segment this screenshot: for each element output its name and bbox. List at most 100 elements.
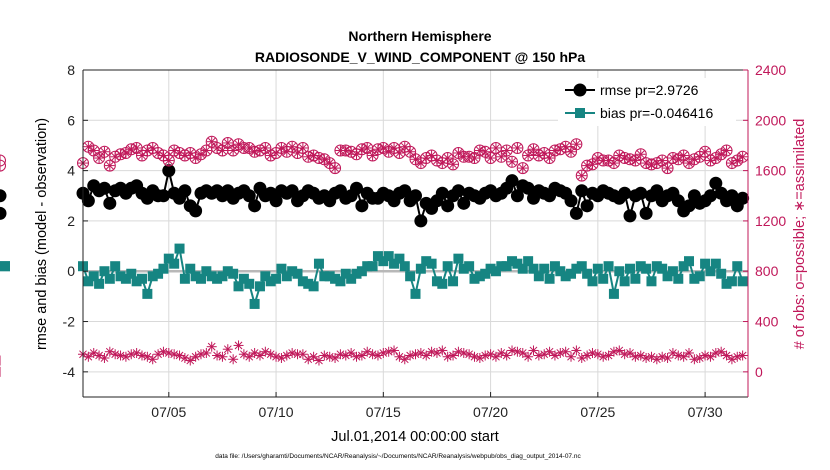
- obs-spoke: [400, 142, 409, 151]
- possible-obs-point: [130, 141, 143, 154]
- rmse-point: [355, 199, 369, 213]
- obs-spoke: [577, 171, 586, 180]
- obs-circle: [511, 141, 524, 154]
- y-right-tick-label: 1200: [755, 213, 786, 229]
- bias-point: [394, 253, 405, 264]
- bias-point: [603, 261, 614, 272]
- rmse-point: [510, 189, 524, 203]
- obs-spoke: [266, 350, 275, 359]
- chart-title: Northern Hemisphere: [348, 28, 491, 44]
- obs-spoke: [636, 351, 645, 360]
- assimilated-obs-point: [233, 340, 244, 351]
- obs-spoke: [545, 347, 554, 356]
- legend-bias-label: bias pr=-0.046416: [600, 105, 713, 121]
- obs-spoke: [89, 146, 98, 155]
- obs-spoke: [186, 356, 195, 365]
- rmse-point: [285, 184, 299, 198]
- possible-obs-point: [489, 141, 502, 154]
- obs-spoke: [84, 352, 93, 361]
- y-right-tick-label: 2400: [755, 62, 786, 78]
- obs-spoke: [701, 147, 709, 156]
- bias-point: [592, 263, 603, 274]
- obs-spoke: [502, 146, 511, 155]
- bias-point: [694, 271, 705, 282]
- bias-point: [383, 251, 394, 262]
- obs-spoke: [132, 349, 141, 357]
- assimilated-obs-point: [716, 346, 727, 357]
- bias-point: [678, 261, 689, 272]
- bias-point: [490, 266, 501, 277]
- bias-point: [303, 278, 314, 289]
- rmse-point: [103, 196, 117, 210]
- bias-point: [292, 268, 303, 279]
- bias-point: [271, 273, 282, 284]
- assimilated-obs-point: [399, 354, 410, 365]
- possible-obs-point: [736, 150, 749, 163]
- possible-obs-point: [656, 154, 669, 167]
- bias-point: [217, 271, 228, 282]
- bias-point: [641, 263, 652, 274]
- possible-obs-point: [575, 169, 588, 182]
- rmse-point: [505, 174, 519, 188]
- obs-spoke: [465, 350, 474, 359]
- obs-spoke: [298, 350, 307, 359]
- bias-point: [533, 271, 544, 282]
- obs-spoke: [379, 144, 388, 152]
- legend-box: [558, 78, 736, 126]
- obs-spoke: [234, 341, 243, 350]
- rmse-point: [441, 199, 455, 213]
- obs-spoke: [481, 147, 490, 156]
- obs-spoke: [363, 347, 372, 356]
- bias-point: [415, 263, 426, 274]
- rmse-point: [564, 194, 578, 208]
- obs-spoke: [411, 155, 420, 164]
- obs-spoke: [256, 351, 264, 360]
- bias-point: [560, 271, 571, 282]
- assimilated-obs-point: [571, 345, 582, 356]
- bias-point: [313, 258, 324, 269]
- obs-circle: [720, 144, 733, 157]
- bias-point: [158, 263, 169, 274]
- bias-point: [726, 276, 737, 287]
- bias-point: [662, 271, 673, 282]
- y-tick-label: 4: [67, 163, 75, 179]
- obs-spoke: [234, 140, 243, 149]
- bias-point: [126, 268, 137, 279]
- legend-bias-marker: [575, 108, 585, 118]
- y-right-tick-label: 400: [755, 314, 779, 330]
- obs-spoke: [486, 154, 495, 162]
- possible-obs-point: [296, 141, 309, 154]
- obs-spoke: [84, 142, 93, 151]
- assimilated-obs-point: [254, 350, 265, 361]
- obs-spoke: [223, 139, 232, 147]
- y-axis-label: rmse and bias (model - observation): [34, 118, 50, 350]
- assimilated-obs-point: [346, 347, 357, 358]
- obs-spoke: [229, 355, 238, 364]
- obs-spoke: [599, 352, 608, 361]
- assimilated-obs-point: [356, 350, 367, 361]
- bias-point: [110, 261, 121, 272]
- obs-spoke: [422, 351, 431, 360]
- possible-obs-point: [634, 148, 647, 161]
- bias-point: [88, 271, 99, 282]
- obs-spoke: [95, 154, 103, 162]
- bias-point: [330, 273, 341, 284]
- rmse-point: [269, 194, 283, 208]
- rmse-point: [189, 204, 203, 218]
- obs-spoke: [518, 164, 527, 172]
- obs-spoke: [481, 351, 490, 360]
- series-layer: [0, 135, 750, 377]
- obs-spoke: [492, 352, 500, 361]
- legend-rmse-marker: [573, 83, 587, 97]
- obs-spoke: [556, 349, 565, 357]
- x-tick-label: 07/25: [580, 404, 615, 420]
- obs-spoke: [325, 159, 334, 167]
- bias-point: [120, 273, 131, 284]
- obs-spoke: [615, 346, 624, 355]
- possible-obs-point: [103, 159, 116, 172]
- obs-spoke: [288, 142, 297, 151]
- obs-spoke: [191, 154, 200, 162]
- possible-obs-point: [720, 144, 733, 157]
- rmse-point: [709, 176, 723, 190]
